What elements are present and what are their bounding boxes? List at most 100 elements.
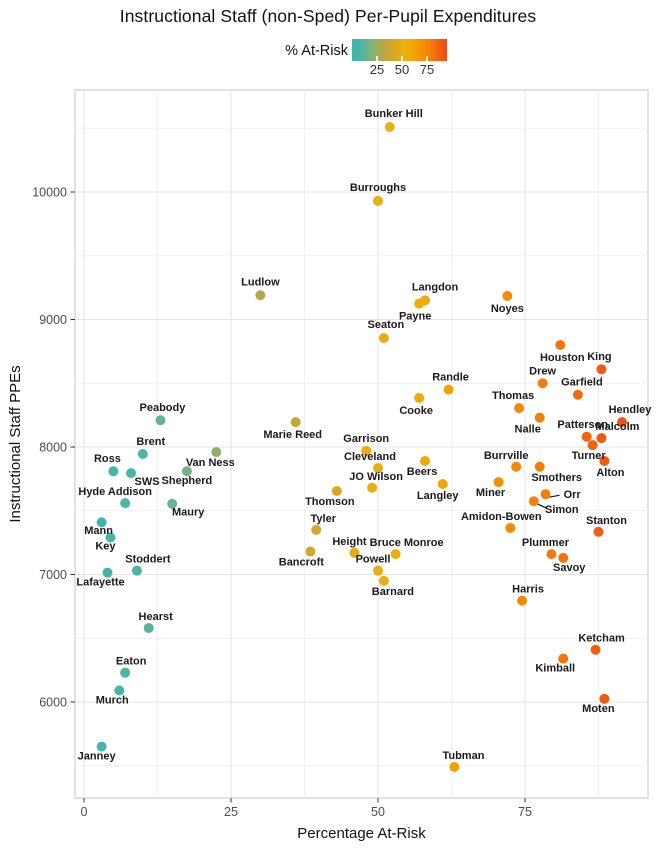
point-label: Thomson [305, 496, 355, 508]
point-label: Nalle [515, 424, 541, 436]
y-tick-label: 9000 [39, 313, 67, 327]
point-label: Hyde Addison [78, 486, 152, 498]
y-tick-label: 8000 [39, 441, 67, 455]
point-label: Cleveland [344, 451, 396, 463]
legend-colorbar-notch [401, 56, 403, 61]
x-axis-title: Percentage At-Risk [297, 825, 426, 842]
data-point [534, 461, 545, 472]
point-label: Patterson [557, 419, 608, 431]
data-point [414, 392, 425, 403]
data-point [361, 445, 372, 456]
point-label: Noyes [491, 303, 524, 315]
data-point [420, 456, 431, 467]
point-label: SWS [135, 476, 160, 488]
point-label: Turner [572, 450, 607, 462]
point-label: Kimball [535, 663, 575, 675]
point-label: Hendley [609, 404, 653, 416]
point-label: Alton [596, 467, 624, 479]
data-point [373, 195, 383, 206]
data-point [181, 466, 192, 477]
y-tick-label: 6000 [39, 696, 67, 710]
data-point [514, 403, 525, 414]
legend-title: % At-Risk [285, 43, 348, 59]
data-point [599, 456, 610, 467]
data-point [126, 468, 137, 479]
point-label: Marie Reed [263, 429, 322, 441]
point-label: Langdon [412, 281, 459, 293]
data-point [378, 575, 389, 586]
data-point [131, 565, 142, 576]
legend-colorbar-notch [426, 56, 428, 61]
point-label: Ludlow [241, 276, 280, 288]
point-label: Miner [476, 487, 506, 499]
data-point [502, 290, 513, 301]
data-point [581, 431, 592, 442]
label-leader-line [537, 503, 548, 509]
data-point [528, 496, 539, 507]
point-label: Harris [512, 584, 544, 596]
point-label: Murch [96, 695, 129, 707]
data-point [155, 415, 166, 426]
x-tick-label: 75 [518, 805, 532, 819]
point-label: Burroughs [350, 182, 406, 194]
point-label: Payne [399, 311, 431, 323]
point-label: Mann [84, 525, 113, 537]
data-point [367, 482, 378, 493]
point-label: Ross [94, 453, 121, 465]
data-point [384, 121, 395, 132]
data-point [96, 517, 107, 528]
point-label: Hearst [139, 611, 174, 623]
data-point [596, 364, 607, 375]
data-point [167, 498, 178, 509]
data-point [517, 595, 528, 606]
data-point [437, 478, 448, 489]
data-point [572, 389, 583, 400]
data-point [534, 412, 545, 423]
point-label: Maury [172, 507, 205, 519]
point-label: Seaton [368, 319, 405, 331]
point-label: Bruce Monroe [370, 537, 444, 549]
label-leader-line [549, 494, 560, 498]
data-point [555, 340, 566, 350]
data-point [505, 522, 516, 533]
x-tick-label: 0 [81, 805, 88, 819]
legend-colorbar [352, 39, 447, 61]
data-point [590, 644, 601, 655]
data-point [414, 298, 425, 309]
data-point [546, 549, 557, 560]
point-label: Lafayette [76, 577, 124, 589]
point-label: Tubman [442, 750, 484, 762]
data-point [449, 762, 460, 773]
point-label: Smothers [531, 472, 582, 484]
point-label: Peabody [140, 402, 187, 414]
data-point [211, 447, 222, 458]
data-point [105, 532, 116, 543]
legend-colorbar-notch [376, 56, 378, 61]
data-point [331, 485, 342, 496]
data-point [120, 667, 131, 678]
point-label: Randle [432, 372, 469, 384]
point-label: Stoddert [125, 554, 171, 566]
point-label: Powell [356, 554, 391, 566]
point-label: Houston [540, 352, 585, 364]
data-point [599, 693, 610, 704]
data-point [143, 623, 154, 634]
data-point [443, 384, 454, 395]
point-label: Savoy [553, 562, 586, 574]
plot-panel [74, 89, 649, 799]
data-point [102, 567, 113, 578]
legend-tick-label: 50 [394, 62, 410, 77]
point-label: Shepherd [162, 475, 213, 487]
data-point [390, 549, 401, 560]
point-label: Eaton [116, 656, 147, 668]
point-label: Stanton [586, 515, 627, 527]
data-point [587, 440, 598, 451]
point-label: Garrison [343, 433, 389, 445]
data-point [137, 449, 148, 460]
y-axis-title: Instructional Staff PPEs [7, 365, 24, 522]
data-point [373, 565, 383, 576]
point-label: Drew [529, 365, 556, 377]
data-point [596, 433, 607, 444]
point-label: Cooke [399, 405, 433, 417]
